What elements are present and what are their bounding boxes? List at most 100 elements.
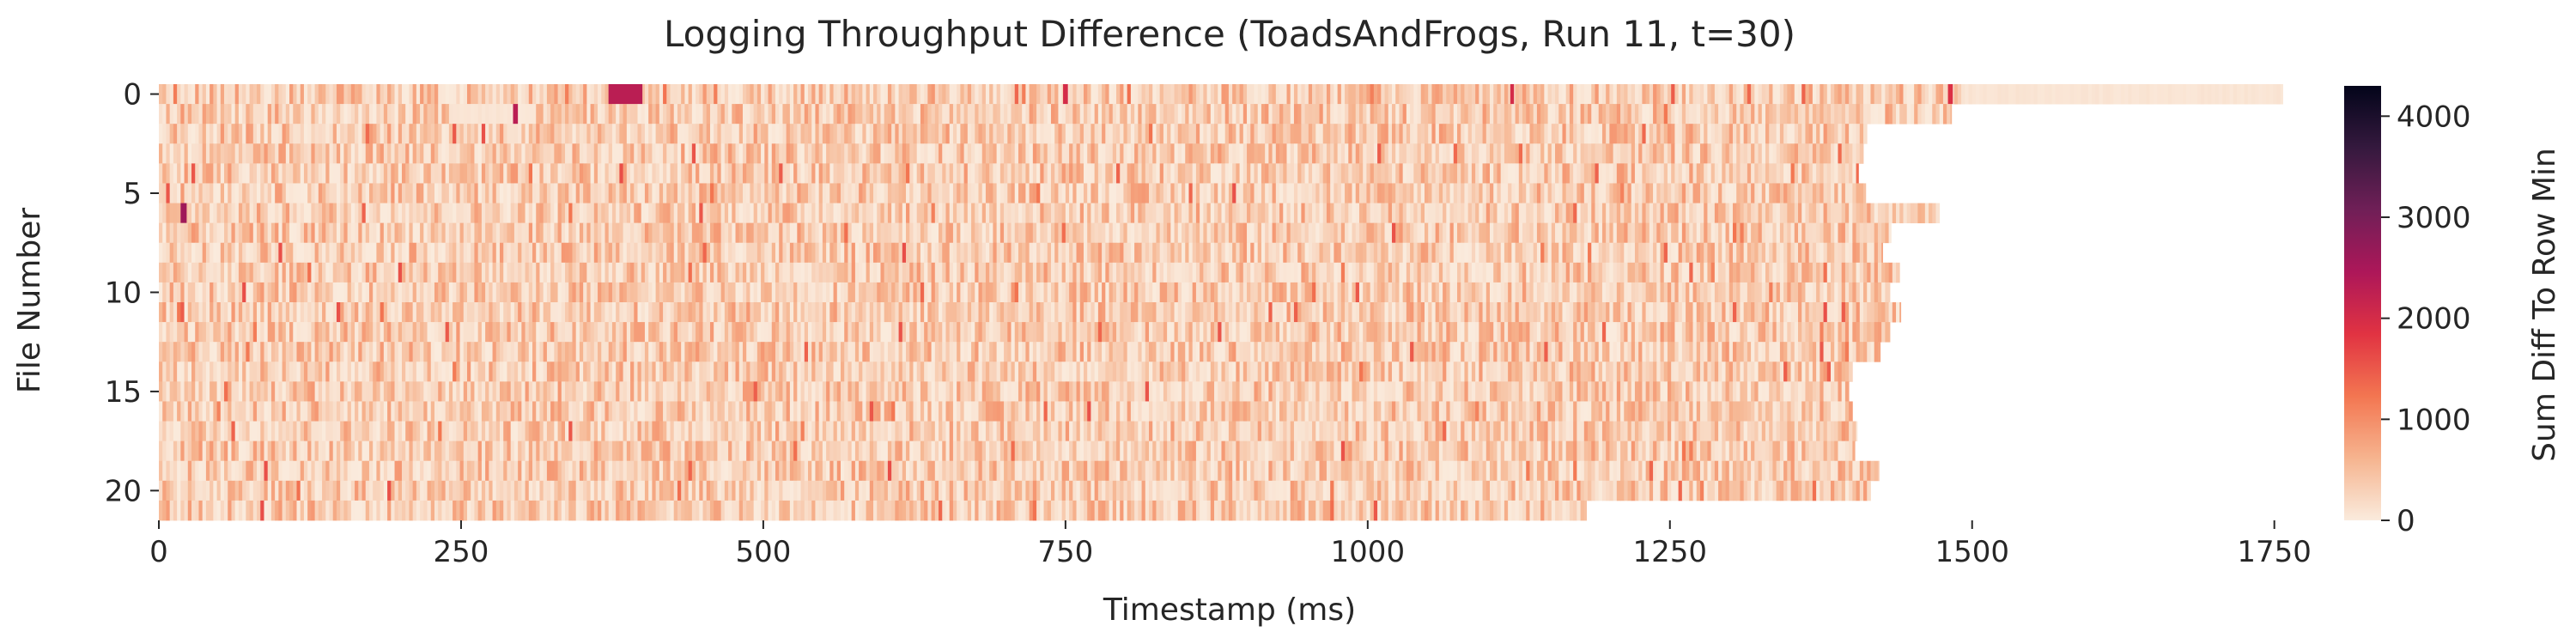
heatmap-cell: [1272, 104, 1277, 125]
heatmap-cell: [1761, 84, 1766, 105]
heatmap-cell: [474, 222, 479, 244]
heatmap-cell: [884, 183, 889, 204]
heatmap-cell: [1710, 183, 1716, 204]
heatmap-cell: [1544, 203, 1548, 224]
heatmap-cell: [1443, 183, 1447, 204]
heatmap-cell: [1932, 104, 1936, 125]
heatmap-cell: [1761, 143, 1766, 164]
heatmap-cell: [1174, 242, 1179, 264]
heatmap-cell: [887, 183, 892, 204]
heatmap-cell: [593, 262, 598, 283]
heatmap-cell: [1508, 84, 1512, 105]
heatmap-cell: [1645, 242, 1650, 264]
heatmap-cell: [1467, 84, 1473, 105]
heatmap-cell: [220, 222, 225, 244]
heatmap-cell: [1573, 143, 1577, 164]
heatmap-cell: [634, 143, 638, 164]
heatmap-cell: [942, 143, 946, 164]
heatmap-cell: [1957, 84, 1962, 105]
heatmap-cell: [1881, 242, 1883, 264]
heatmap-cell: [601, 163, 605, 184]
heatmap-cell: [844, 84, 848, 105]
heatmap-cell: [325, 282, 330, 303]
heatmap-cell: [1257, 143, 1262, 164]
heatmap-cell: [1787, 242, 1791, 264]
heatmap-cell: [793, 242, 798, 264]
heatmap-cell: [2102, 84, 2107, 105]
heatmap-cell: [513, 143, 519, 164]
heatmap-cell: [275, 183, 279, 204]
heatmap-cell: [358, 242, 362, 264]
heatmap-cell: [1286, 124, 1291, 144]
heatmap-cell: [1681, 163, 1686, 184]
heatmap-cell: [416, 84, 421, 105]
heatmap-cell: [1279, 203, 1284, 224]
heatmap-cell: [756, 262, 762, 283]
heatmap-cell: [1203, 163, 1207, 184]
heatmap-cell: [626, 104, 631, 125]
heatmap-cell: [1087, 262, 1091, 283]
heatmap-cell: [187, 84, 192, 105]
heatmap-cell: [1834, 163, 1838, 184]
heatmap-cell: [507, 203, 512, 224]
heatmap-cell: [1370, 163, 1375, 184]
heatmap-cell: [601, 183, 605, 204]
heatmap-cell: [989, 104, 993, 125]
heatmap-cell: [427, 84, 432, 105]
heatmap-cell: [1388, 104, 1393, 125]
heatmap-cell: [466, 262, 471, 283]
heatmap-cell: [1363, 143, 1367, 164]
heatmap-cell: [1653, 222, 1657, 244]
heatmap-cell: [1504, 124, 1509, 144]
heatmap-cell: [1330, 143, 1334, 164]
heatmap-cell: [1849, 124, 1853, 144]
heatmap-cell: [789, 84, 794, 105]
heatmap-cell: [1485, 222, 1491, 244]
heatmap-cell: [1384, 203, 1389, 224]
heatmap-cell: [1097, 124, 1103, 144]
heatmap-cell: [957, 124, 961, 144]
heatmap-cell: [851, 262, 856, 283]
heatmap-cell: [1598, 104, 1603, 125]
heatmap-cell: [303, 203, 308, 224]
heatmap-cell: [1620, 262, 1625, 283]
heatmap-cell: [1388, 163, 1393, 184]
heatmap-cell: [2124, 84, 2129, 105]
heatmap-cell: [1308, 262, 1313, 283]
heatmap-cell: [1863, 183, 1867, 204]
heatmap-cell: [619, 183, 623, 204]
heatmap-cell: [714, 84, 718, 105]
heatmap-cell: [561, 203, 566, 224]
heatmap-cell: [1018, 222, 1023, 244]
heatmap-cell: [841, 143, 845, 164]
heatmap-cell: [568, 183, 573, 204]
heatmap-cell: [1511, 183, 1516, 204]
heatmap-cell: [231, 242, 236, 264]
heatmap-cell: [854, 262, 860, 283]
heatmap-cell: [1214, 143, 1218, 164]
heatmap-cell: [1167, 203, 1171, 224]
heatmap-cell: [746, 203, 750, 224]
heatmap-cell: [1058, 124, 1063, 144]
heatmap-cell: [1631, 104, 1636, 125]
heatmap-cell: [1718, 183, 1722, 204]
heatmap-cell: [611, 104, 617, 125]
heatmap-cell: [477, 203, 483, 224]
heatmap-cell: [1779, 104, 1784, 125]
heatmap-cell: [420, 124, 424, 144]
heatmap-cell: [1326, 183, 1331, 204]
heatmap-cell: [1152, 262, 1157, 283]
heatmap-cell: [1606, 143, 1610, 164]
heatmap-cell: [427, 163, 432, 184]
heatmap-cell: [477, 163, 483, 184]
heatmap-cell: [270, 242, 276, 264]
heatmap-cell: [1094, 222, 1099, 244]
heatmap-cell: [920, 163, 925, 184]
heatmap-cell: [257, 282, 261, 303]
heatmap-cell: [1740, 143, 1745, 164]
heatmap-cell: [931, 84, 936, 105]
heatmap-cell: [1242, 84, 1248, 105]
heatmap-cell: [2106, 84, 2111, 105]
heatmap-cell: [1779, 262, 1784, 283]
